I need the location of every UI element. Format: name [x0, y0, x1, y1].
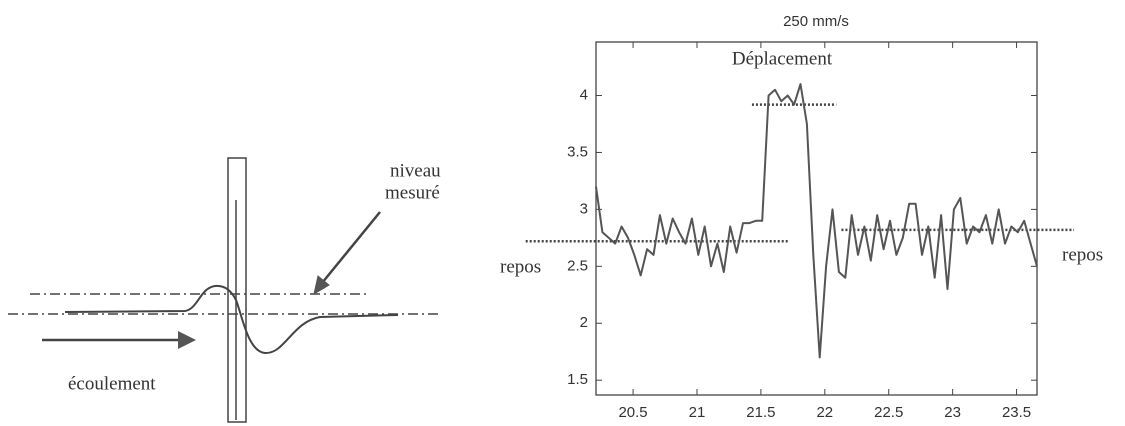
y-tick-label: 1.5	[567, 371, 588, 388]
surface	[64, 284, 399, 355]
x-tick-label: 23	[944, 404, 961, 421]
x-tick-label: 20.5	[618, 404, 647, 421]
y-tick-label: 3.5	[567, 143, 588, 160]
x-tick-label: 22.5	[874, 404, 903, 421]
level-arrow	[321, 211, 381, 284]
y-tick-label: 2	[580, 314, 588, 331]
y-tick-label: 2.5	[567, 257, 588, 274]
label: niveau	[390, 160, 441, 181]
x-tick-label: 22	[816, 404, 833, 421]
y-tick-label: 4	[580, 86, 588, 103]
annotation: repos	[500, 256, 541, 277]
plot-frame	[595, 41, 1038, 396]
x-tick-label: 21.5	[746, 404, 775, 421]
label: mesuré	[385, 182, 440, 203]
tube	[227, 157, 247, 423]
line	[595, 83, 1038, 359]
flow-arrow-head	[178, 331, 196, 349]
chart-title: 250 mm/s	[783, 13, 849, 30]
y-tick-label: 3	[580, 200, 588, 217]
level-arrow-head	[313, 275, 330, 296]
diagram	[8, 157, 440, 423]
x-tick-label: 21	[689, 404, 706, 421]
annotation: repos	[1062, 244, 1103, 265]
x-tick-label: 23.5	[1002, 404, 1031, 421]
label: écoulement	[68, 373, 156, 394]
annotation: Déplacement	[732, 48, 833, 69]
